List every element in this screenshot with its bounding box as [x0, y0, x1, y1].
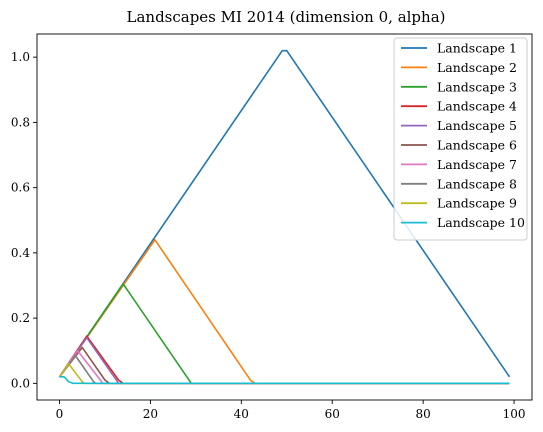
legend-box [393, 37, 528, 241]
legend-label-7: Landscape 7 [437, 157, 517, 172]
x-tick-label: 0 [56, 407, 64, 421]
x-tick-label: 60 [325, 407, 340, 421]
x-tick-label: 80 [415, 407, 430, 421]
legend-label-1: Landscape 1 [437, 41, 517, 56]
legend-label-8: Landscape 8 [437, 176, 517, 191]
y-tick-label: 0.6 [11, 181, 30, 195]
legend: Landscape 1 Landscape 2 Landscape 3 Landsca… [393, 37, 528, 241]
y-tick-label: 0.8 [11, 115, 30, 129]
series-line-9 [58, 362, 510, 385]
series-line-8 [58, 354, 510, 385]
legend-label-9: Landscape 9 [437, 196, 517, 211]
y-tick-label: 0.2 [11, 311, 30, 325]
chart-title: Landscapes MI 2014 (dimension 0, alpha) [127, 8, 446, 26]
series-line-7 [58, 349, 510, 385]
series-line-6 [58, 346, 510, 385]
x-axis: 0 20 40 60 80 100 [56, 400, 526, 421]
series-line-5 [58, 336, 510, 385]
legend-label-6: Landscape 6 [437, 138, 517, 153]
series-line-2 [58, 239, 510, 385]
legend-label-5: Landscape 5 [437, 118, 517, 133]
y-tick-label: 1.0 [11, 50, 30, 64]
legend-label-3: Landscape 3 [437, 79, 517, 94]
x-tick-label: 100 [503, 407, 526, 421]
y-axis: 0.0 0.2 0.4 0.6 0.8 1.0 [11, 50, 37, 390]
legend-label-4: Landscape 4 [437, 99, 517, 114]
y-tick-label: 0.4 [11, 246, 30, 260]
plot-frame [36, 33, 533, 401]
x-tick-label: 20 [143, 407, 158, 421]
x-tick-label: 40 [234, 407, 249, 421]
series-line-10 [59, 376, 510, 385]
legend-label-10: Landscape 10 [437, 215, 525, 230]
y-tick-label: 0.0 [11, 376, 30, 390]
series-line-4 [58, 335, 510, 385]
series-line-3 [58, 283, 510, 385]
legend-label-2: Landscape 2 [437, 60, 517, 75]
